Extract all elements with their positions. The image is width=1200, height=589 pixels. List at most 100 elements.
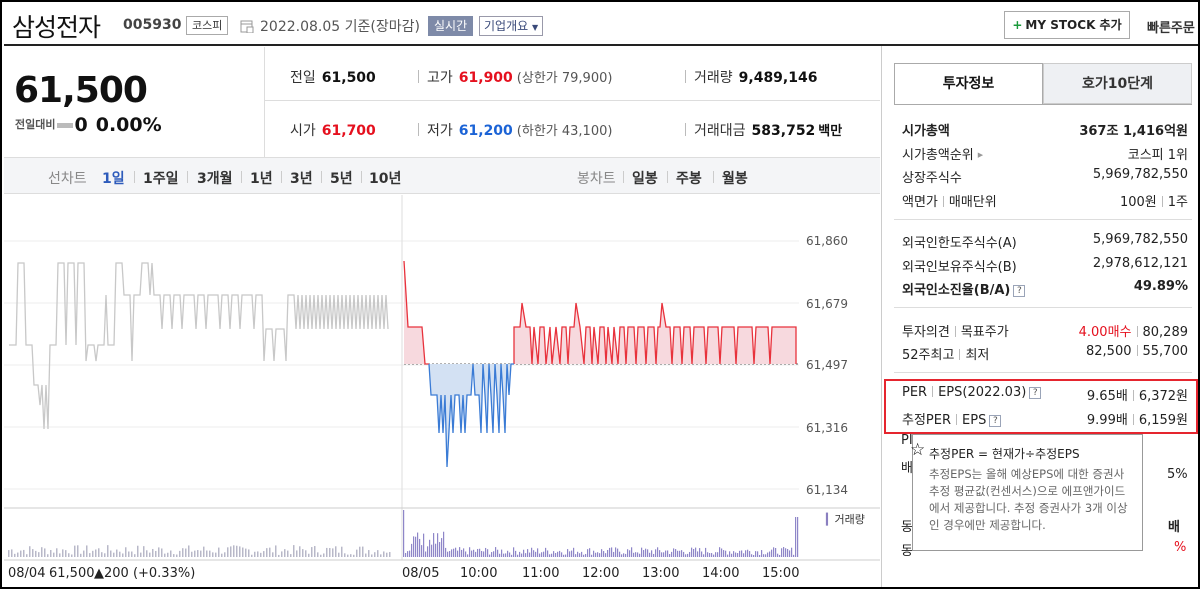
add-mystock-button[interactable]: + MY STOCK 추가	[1004, 11, 1130, 39]
volume-bar	[457, 550, 459, 557]
volume-bar	[479, 548, 481, 557]
volume-bar	[290, 554, 292, 557]
volume-bar	[449, 551, 451, 557]
volume-bar	[519, 551, 521, 557]
volume-bar	[374, 552, 376, 557]
volume-bar	[335, 546, 337, 557]
row-value: 4.00매수	[1078, 325, 1132, 340]
volume-bar	[461, 549, 463, 557]
row-label: 최저	[965, 348, 990, 363]
row-label: 외국인보유주식수(B)	[902, 260, 1017, 275]
volume-bar	[417, 532, 419, 557]
candle-monthly[interactable]: 월봉	[722, 171, 748, 187]
partial-label: 동	[901, 520, 913, 535]
row-label: 추정PER	[902, 413, 952, 428]
stat-label: 거래량	[694, 70, 733, 86]
y-tick: 61,134	[806, 483, 848, 497]
separator	[361, 171, 362, 183]
volume-bar	[485, 547, 487, 557]
separator	[942, 196, 944, 207]
volume-bar	[715, 552, 717, 557]
row-per-eps: PER EPS(2022.03)? 9.65배 6,372원	[902, 385, 1188, 407]
tab-order-book[interactable]: 호가10단계	[1043, 63, 1192, 104]
volume-bar	[629, 550, 631, 557]
lower-limit: (하한가 43,100)	[516, 124, 613, 139]
volume-bar	[185, 548, 187, 557]
volume-bar	[275, 545, 277, 557]
volume-bar	[757, 551, 759, 557]
volume-bar	[423, 533, 425, 557]
help-icon[interactable]: ?	[989, 415, 1002, 427]
intraday-chart[interactable]: 61,860 61,679 61,497 61,316 61,134 ▎거래량 …	[4, 195, 880, 587]
row-label: 액면가	[902, 195, 938, 210]
volume-bar	[176, 554, 178, 557]
volume-bar	[182, 548, 184, 557]
candle-daily[interactable]: 일봉	[632, 171, 658, 187]
separator	[623, 171, 624, 183]
volume-bar	[152, 548, 154, 557]
quick-order-link[interactable]: 빠른주문	[1147, 21, 1195, 36]
period-1d[interactable]: 1일	[102, 171, 125, 187]
volume-bar	[260, 552, 262, 557]
volume-bar	[551, 553, 553, 557]
volume-bar	[529, 552, 531, 557]
volume-bar	[603, 551, 605, 557]
volume-bar	[719, 547, 721, 557]
volume-bar	[781, 548, 783, 557]
period-3m[interactable]: 3개월	[197, 171, 233, 187]
row-label: 시가총액순위	[902, 148, 974, 163]
period-3y[interactable]: 3년	[290, 171, 313, 187]
add-mystock-label: MY STOCK 추가	[1025, 18, 1122, 32]
volume-bar	[747, 549, 749, 557]
stat-label: 고가	[427, 70, 453, 86]
volume-bar	[302, 549, 304, 557]
volume-bar	[585, 553, 587, 557]
chevron-right-icon[interactable]: ▶	[977, 151, 984, 159]
volume-bar	[362, 546, 364, 557]
volume-bar	[53, 552, 55, 557]
row-label: EPS	[962, 413, 987, 428]
y-tick: 61,316	[806, 421, 848, 435]
volume-bar	[481, 550, 483, 557]
volume-bar	[707, 552, 709, 557]
volume-bar	[755, 551, 757, 557]
tab-investment-info[interactable]: 투자정보	[894, 63, 1043, 104]
volume-bar	[29, 546, 31, 557]
volume-bar	[721, 548, 723, 557]
row-value: 367조 1,416억원	[1079, 124, 1188, 139]
volume-bar	[62, 549, 64, 557]
stat-value: 61,500	[321, 70, 376, 86]
candle-weekly[interactable]: 주봉	[676, 171, 702, 187]
realtime-button[interactable]: 실시간	[428, 16, 474, 36]
stock-name: 삼성전자	[12, 13, 101, 42]
period-5y[interactable]: 5년	[330, 171, 353, 187]
volume-bar	[465, 551, 467, 557]
help-icon[interactable]: ?	[1029, 387, 1042, 399]
volume-bar	[761, 550, 763, 557]
row-value: 6,159원	[1138, 413, 1188, 428]
prev-day-price: 61,500	[49, 566, 95, 581]
volume-bar	[581, 551, 583, 557]
volume-bar	[595, 552, 597, 557]
volume-bar	[308, 553, 310, 557]
volume-bar	[14, 553, 16, 557]
period-1w[interactable]: 1주일	[143, 171, 179, 187]
volume-bar	[587, 549, 589, 557]
period-1y[interactable]: 1년	[250, 171, 273, 187]
period-10y[interactable]: 10년	[369, 171, 402, 187]
company-overview-dropdown[interactable]: 기업개요 ▼	[479, 16, 544, 36]
row-est-per-eps: 추정PER EPS? 9.99배 6,159원	[902, 409, 1188, 431]
volume-bar	[471, 550, 473, 557]
help-icon[interactable]: ?	[1013, 285, 1026, 297]
volume-bar	[773, 547, 775, 557]
grid	[4, 195, 880, 560]
row-shares: 상장주식수 5,969,782,550	[902, 167, 1188, 189]
volume-bar	[739, 550, 741, 557]
volume-bar	[251, 554, 253, 557]
volume-bar	[411, 543, 413, 557]
volume-bar	[789, 550, 791, 557]
volume-bar	[623, 553, 625, 557]
volume-bar	[723, 550, 725, 557]
volume-bar	[344, 553, 346, 557]
volume-bar	[170, 550, 172, 557]
